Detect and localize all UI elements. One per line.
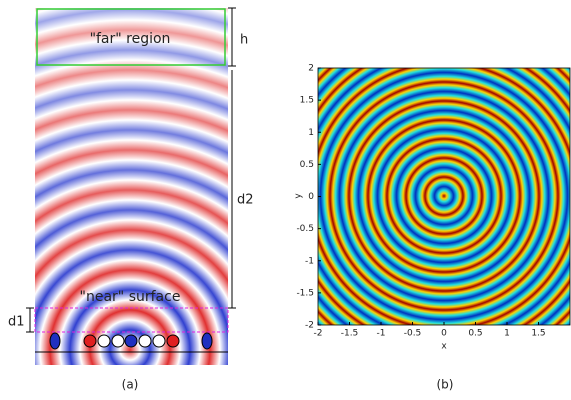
- far-region-label: "far" region: [90, 31, 171, 47]
- x-tick-label: 1.5: [531, 329, 545, 339]
- y-tick-label: 0: [308, 192, 314, 202]
- figure: "far" region "near" surface h d2 d1: [0, 0, 571, 400]
- y-tick-label: -1.5: [296, 288, 314, 298]
- h-label: h: [240, 33, 248, 48]
- d1-label: d1: [8, 315, 25, 330]
- y-tick-label: -2: [305, 321, 314, 331]
- x-tick-label: -1: [377, 329, 386, 339]
- y-tick-label: 2: [308, 64, 314, 74]
- d2-label: d2: [237, 193, 254, 208]
- y-tick-label: 0.5: [300, 160, 314, 170]
- wave-fade: [35, 8, 228, 308]
- y-tick-label: 1: [308, 128, 314, 138]
- panel-a: "far" region "near" surface h d2 d1: [8, 8, 254, 392]
- y-axis-label: y: [294, 193, 304, 199]
- x-tick-label: 0.5: [468, 329, 482, 339]
- panel-b: x y (b) -2 -1.5 -1 -0.5 0 0.5 1 1.5 -2 -1.5 -1 -0.5…: [294, 64, 571, 392]
- x-tick-label: -1.5: [341, 329, 359, 339]
- y-tick-label: -1: [305, 256, 314, 266]
- x-tick-label: 0: [441, 329, 447, 339]
- x-tick-label: 1: [504, 329, 510, 339]
- x-tick-label: -0.5: [404, 329, 422, 339]
- near-surface-label: "near" surface: [80, 289, 181, 305]
- ring-field: [318, 68, 570, 325]
- caption-a: (a): [122, 378, 139, 392]
- y-tick-label: 1.5: [300, 96, 314, 106]
- x-axis-label: x: [441, 342, 447, 352]
- x-tick-label: -2: [314, 329, 323, 339]
- y-tick-label: -0.5: [296, 224, 314, 234]
- caption-b: (b): [437, 378, 454, 392]
